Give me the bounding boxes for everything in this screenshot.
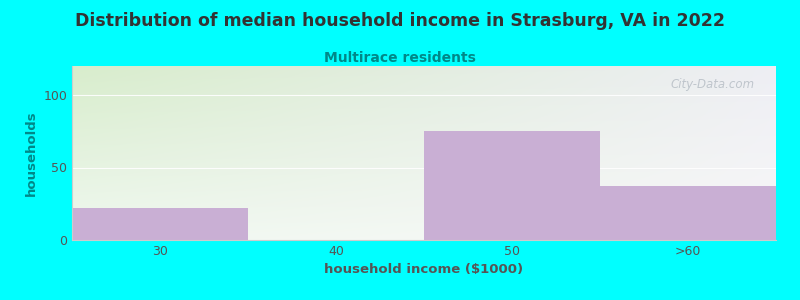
Bar: [424, 131, 600, 240]
Text: Distribution of median household income in Strasburg, VA in 2022: Distribution of median household income …: [75, 12, 725, 30]
Text: Multirace residents: Multirace residents: [324, 51, 476, 65]
Text: City-Data.com: City-Data.com: [670, 78, 755, 91]
X-axis label: household income ($1000): household income ($1000): [325, 263, 523, 276]
Bar: [72, 208, 248, 240]
Y-axis label: households: households: [25, 110, 38, 196]
Bar: [600, 186, 776, 240]
